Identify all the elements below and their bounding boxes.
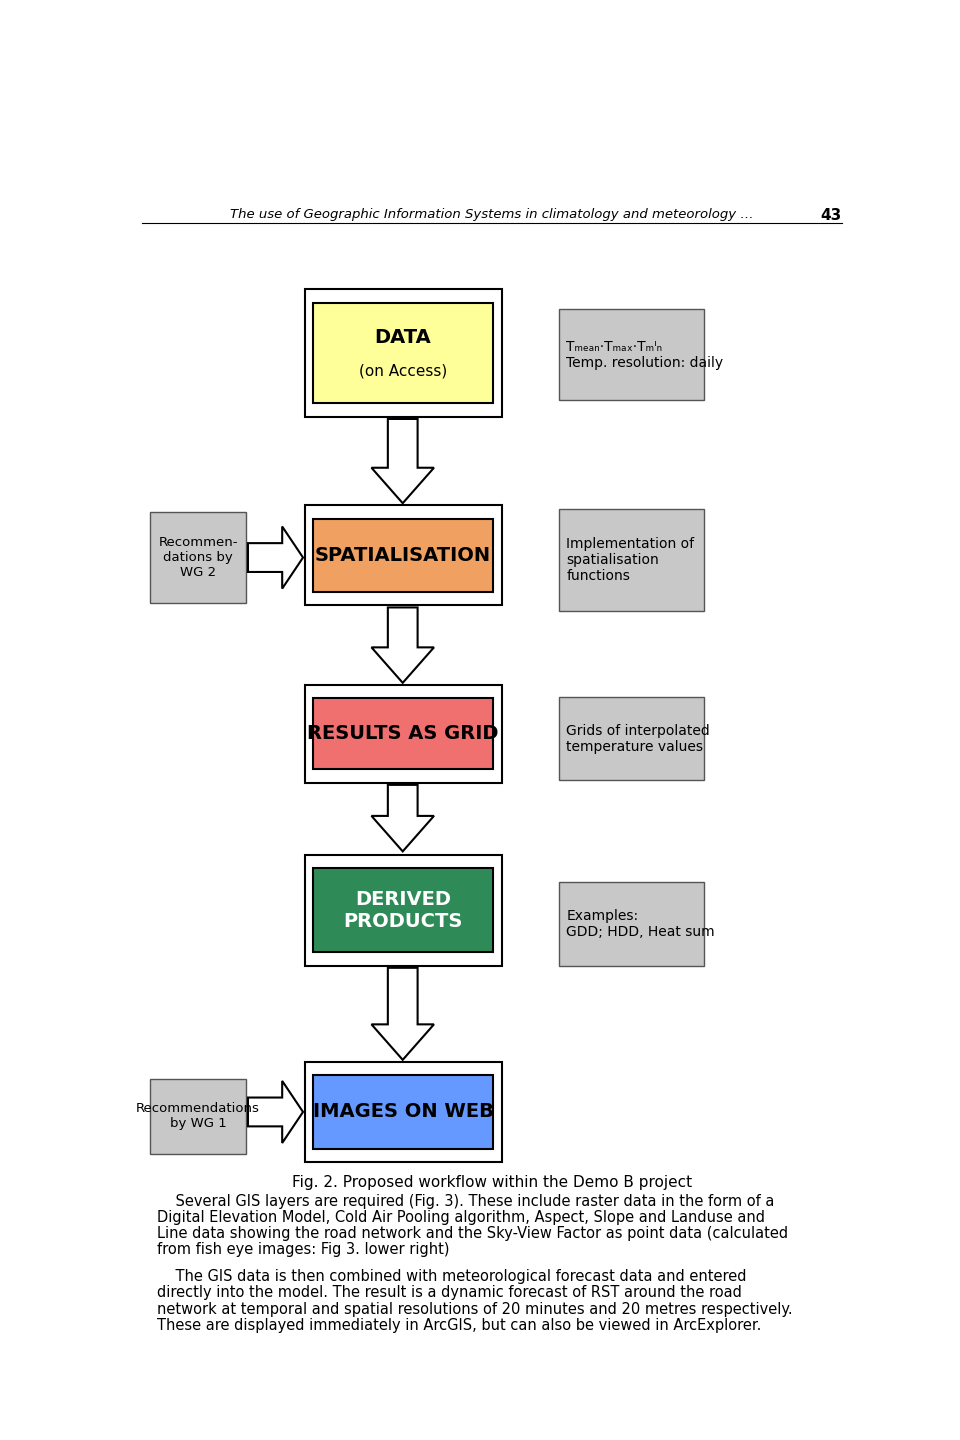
Text: Line data showing the road network and the Sky-View Factor as point data (calcul: Line data showing the road network and t… (157, 1227, 788, 1241)
Polygon shape (372, 785, 434, 851)
Text: Tₘₑₐₙ·Tₘₐₓ·Tₘᴵₙ
Temp. resolution: daily: Tₘₑₐₙ·Tₘₐₓ·Tₘᴵₙ Temp. resolution: daily (566, 340, 724, 370)
Bar (313, 868, 492, 952)
Text: IMAGES ON WEB: IMAGES ON WEB (313, 1103, 493, 1122)
Text: DATA: DATA (374, 328, 431, 347)
Polygon shape (372, 968, 434, 1060)
Bar (304, 505, 502, 605)
Text: RESULTS AS GRID: RESULTS AS GRID (307, 724, 499, 743)
Text: (on Access): (on Access) (359, 363, 447, 379)
Text: Recommen-
dations by
WG 2: Recommen- dations by WG 2 (158, 536, 238, 579)
Bar (313, 1076, 492, 1149)
Bar (304, 1063, 502, 1162)
Bar (150, 513, 247, 603)
Polygon shape (248, 527, 303, 589)
Polygon shape (372, 608, 434, 683)
Bar (313, 518, 492, 592)
Text: DERIVED
PRODUCTS: DERIVED PRODUCTS (344, 890, 463, 930)
Text: directly into the model. The result is a dynamic forecast of RST around the road: directly into the model. The result is a… (157, 1286, 742, 1300)
Text: These are displayed immediately in ArcGIS, but can also be viewed in ArcExplorer: These are displayed immediately in ArcGI… (157, 1318, 761, 1332)
Text: Examples:
GDD; HDD, Heat sum: Examples: GDD; HDD, Heat sum (566, 909, 715, 939)
Bar (304, 685, 502, 782)
Polygon shape (372, 419, 434, 503)
Text: Digital Elevation Model, Cold Air Pooling algorithm, Aspect, Slope and Landuse a: Digital Elevation Model, Cold Air Poolin… (157, 1210, 765, 1225)
Text: from fish eye images: Fig 3. lower right): from fish eye images: Fig 3. lower right… (157, 1243, 449, 1257)
Text: Implementation of
spatialisation
functions: Implementation of spatialisation functio… (566, 537, 694, 583)
Bar (559, 883, 704, 966)
Bar (304, 855, 502, 966)
Bar (559, 508, 704, 611)
Text: network at temporal and spatial resolutions of 20 minutes and 20 metres respecti: network at temporal and spatial resoluti… (157, 1302, 793, 1316)
Polygon shape (248, 1081, 303, 1143)
Bar (150, 1079, 247, 1153)
Bar (313, 302, 492, 403)
Text: The use of Geographic Information Systems in climatology and meteorology …: The use of Geographic Information System… (230, 209, 754, 222)
Bar (313, 698, 492, 769)
Bar (304, 289, 502, 416)
Text: SPATIALISATION: SPATIALISATION (315, 546, 492, 564)
Text: 43: 43 (821, 209, 842, 223)
Text: Several GIS layers are required (Fig. 3). These include raster data in the form : Several GIS layers are required (Fig. 3)… (157, 1194, 775, 1210)
Bar (559, 697, 704, 780)
Text: Recommendations
by WG 1: Recommendations by WG 1 (136, 1103, 260, 1130)
Bar (559, 310, 704, 400)
Text: The GIS data is then combined with meteorological forecast data and entered: The GIS data is then combined with meteo… (157, 1270, 747, 1284)
Text: Fig. 2. Proposed workflow within the Demo B project: Fig. 2. Proposed workflow within the Dem… (292, 1175, 692, 1189)
Text: Grids of interpolated
temperature values: Grids of interpolated temperature values (566, 724, 710, 755)
